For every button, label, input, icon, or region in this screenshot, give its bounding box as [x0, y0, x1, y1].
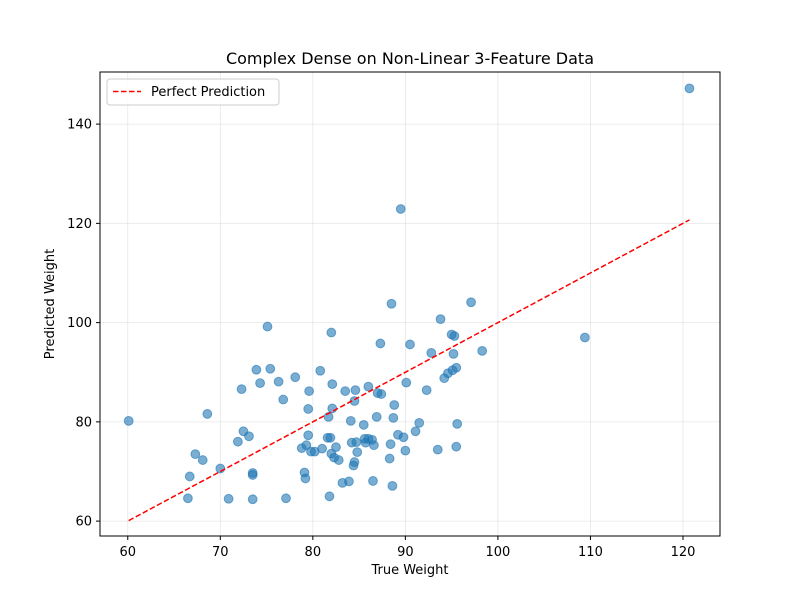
scatter-point [448, 348, 459, 359]
scatter-point [290, 372, 301, 383]
x-tick-label: 100 [485, 545, 510, 560]
scatter-point [414, 417, 425, 428]
scatter-point [452, 418, 463, 429]
scatter-point [232, 436, 243, 447]
scatter-point [426, 347, 437, 358]
scatter-point [400, 445, 411, 456]
scatter-point [376, 389, 387, 399]
scatter-point [384, 453, 395, 464]
scatter-point [449, 331, 460, 341]
scatter-point [435, 314, 446, 325]
x-tick-label: 110 [578, 545, 603, 560]
scatter-point [304, 386, 315, 396]
x-axis-label: True Weight [370, 563, 448, 578]
y-tick-label: 120 [67, 217, 92, 232]
scatter-point [303, 404, 314, 414]
scatter-point [325, 432, 336, 443]
scatter-point [202, 409, 213, 419]
scatter-point [333, 455, 344, 465]
scatter-point [345, 415, 356, 426]
scatter-point [385, 439, 396, 450]
scatter-point [684, 83, 695, 94]
y-tick-label: 100 [67, 316, 92, 331]
scatter-point [278, 394, 289, 405]
y-axis-label: Predicted Weight [43, 249, 58, 359]
scatter-point [265, 363, 276, 374]
scatter-point [300, 473, 311, 484]
scatter-point [123, 415, 134, 426]
scatter-point [331, 442, 341, 453]
scatter-point [197, 455, 208, 465]
x-tick-label: 70 [212, 545, 229, 560]
y-tick-label: 80 [75, 415, 92, 430]
perfect-prediction-line [128, 219, 690, 522]
legend: Perfect Prediction [106, 78, 280, 106]
scatter-point [389, 400, 400, 410]
scatter-point [421, 385, 432, 396]
legend-box [106, 78, 280, 106]
scatter-point [344, 476, 354, 487]
plot-area [123, 83, 695, 522]
legend-label-perfect-prediction: Perfect Prediction [151, 85, 265, 100]
x-tick-label: 90 [397, 545, 414, 560]
scatter-point [387, 480, 398, 491]
scatter-point [340, 386, 351, 396]
scatter-point [184, 471, 195, 482]
scatter-point [432, 444, 443, 455]
scatter-point [317, 443, 327, 454]
scatter-point [247, 494, 258, 505]
scatter-point [273, 376, 284, 387]
scatter-point [451, 362, 462, 373]
scatter-point [352, 447, 363, 458]
scatter-point [371, 412, 382, 422]
scatter-point [358, 419, 369, 430]
x-tick-label: 120 [671, 545, 696, 560]
scatter-point [247, 468, 258, 478]
axes-frame [99, 71, 721, 537]
x-tick-label: 60 [119, 545, 136, 560]
scatter-point [375, 338, 386, 349]
scatter-point [324, 491, 335, 502]
scatter-point [466, 297, 476, 308]
grid-lines [100, 72, 720, 536]
y-tick-label: 60 [75, 515, 92, 530]
scatter-point [183, 493, 193, 504]
scatter-point [369, 440, 379, 451]
x-tick-label: 80 [305, 545, 322, 560]
y-tick-label: 140 [67, 118, 92, 133]
scatter-point [251, 364, 262, 375]
scatter-point [395, 204, 406, 214]
scatter-point [398, 432, 409, 443]
scatter-point [363, 381, 374, 392]
scatter-point [327, 403, 338, 414]
scatter-point [477, 346, 488, 356]
scatter-point [388, 412, 399, 423]
scatter-point [349, 457, 360, 467]
scatter-point [215, 463, 226, 474]
scatter-point [451, 441, 462, 452]
axis-ticks: 60 70 80 90 100 110 120 60 80 100 120 140 [67, 118, 695, 560]
scatter-point [223, 493, 234, 504]
scatter-point [255, 378, 265, 389]
scatter-point [368, 476, 378, 486]
scatter-point [580, 332, 590, 343]
scatter-point [386, 298, 397, 309]
scatter-point [244, 431, 254, 442]
scatter-point [281, 493, 291, 504]
chart-title: Complex Dense on Non-Linear 3-Feature Da… [226, 49, 594, 68]
scatter-point [190, 449, 201, 460]
scatter-point [262, 321, 273, 332]
scatter-point [303, 430, 314, 441]
scatter-point [351, 437, 362, 448]
scatter-point [315, 365, 326, 376]
scatter-point [236, 384, 247, 395]
scatter-point [350, 385, 361, 396]
scatter-point [326, 327, 337, 338]
scatter-point [405, 339, 415, 350]
scatter-point [410, 426, 421, 437]
scatter-point [401, 377, 412, 388]
scatter-point [327, 379, 338, 390]
